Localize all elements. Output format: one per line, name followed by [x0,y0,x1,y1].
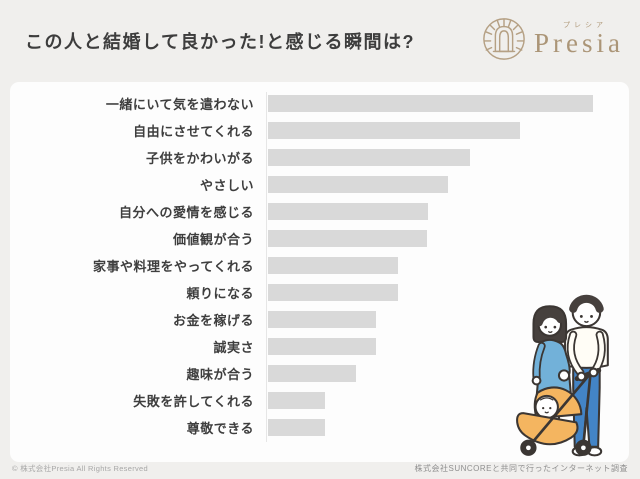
bar-row: 子供をかわいがる [10,144,629,171]
bar-row: 尊敬できる [10,414,629,441]
bar-label: 一緒にいて気を遣わない [105,97,254,112]
bar-row: 一緒にいて気を遣わない [10,90,629,117]
bar [268,365,356,382]
stroller-frame [582,372,592,447]
bar-label: 尊敬できる [186,421,254,436]
bar [268,338,376,355]
bar [268,284,398,301]
brand-name: Presia [534,27,624,58]
bar-label: 子供をかわいがる [145,151,254,166]
man-hand [576,371,587,382]
bar-row: やさしい [10,171,629,198]
family-illustration [516,294,609,457]
brand-furigana: プレシア [563,21,607,29]
bar [268,122,520,139]
bar-label: 頼りになる [186,286,254,301]
bar-label: 失敗を許してくれる [133,394,254,409]
footer-source-note: 株式会社SUNCOREと共同で行ったインターネット調査 [414,464,628,473]
stroller-seat [516,412,579,446]
bar-row: 自分への愛情を感じる [10,198,629,225]
bar-row: 家事や料理をやってくれる [10,252,629,279]
bar-row: 価値観が合う [10,225,629,252]
brand-logo: プレシア Presia [481,16,624,62]
man-hair [569,294,604,313]
footer-copyright: © 株式会社Presia All Rights Reserved [12,464,148,473]
bar-row: 失敗を許してくれる [10,387,629,414]
bar-label: 家事や料理をやってくれる [93,259,254,274]
bar-row: 頼りになる [10,279,629,306]
bar [268,419,325,436]
bar-row: お金を稼げる [10,306,629,333]
woman-bangs [536,311,564,327]
bar-label: お金を稼げる [172,313,254,328]
bar-row: 趣味が合う [10,360,629,387]
woman-hand [531,375,542,386]
bar [268,311,376,328]
bar-label: 価値観が合う [172,232,254,247]
bar-row: 誠実さ [10,333,629,360]
bar-label: 誠実さ [213,340,254,355]
woman-hand-on-belly [557,369,571,382]
bar [268,176,448,193]
presia-emblem-icon [481,16,527,62]
chart-card: 一緒にいて気を遣わない自由にさせてくれる子供をかわいがるやさしい自分への愛情を感… [10,82,629,462]
bar [268,257,398,274]
woman-arm [534,343,544,380]
brand-wordmark: プレシア Presia [534,22,624,57]
bar-label: 自分への愛情を感じる [118,205,254,220]
bar [268,230,427,247]
chart-axis-line [266,92,267,442]
bar [268,149,470,166]
bar-label: 趣味が合う [186,367,254,382]
bar [268,203,428,220]
man-hand [588,367,599,378]
bar [268,95,593,112]
stroller-frame [529,372,592,447]
bar [268,392,325,409]
bar-rows: 一緒にいて気を遣わない自由にさせてくれる子供をかわいがるやさしい自分への愛情を感… [10,90,629,441]
bar-row: 自由にさせてくれる [10,117,629,144]
bar-label: やさしい [199,178,254,193]
page-title: この人と結婚して良かった!と感じる瞬間は? [25,32,415,52]
bar-label: 自由にさせてくれる [133,124,254,139]
man-arm [568,332,583,375]
baby-hair [540,397,554,401]
